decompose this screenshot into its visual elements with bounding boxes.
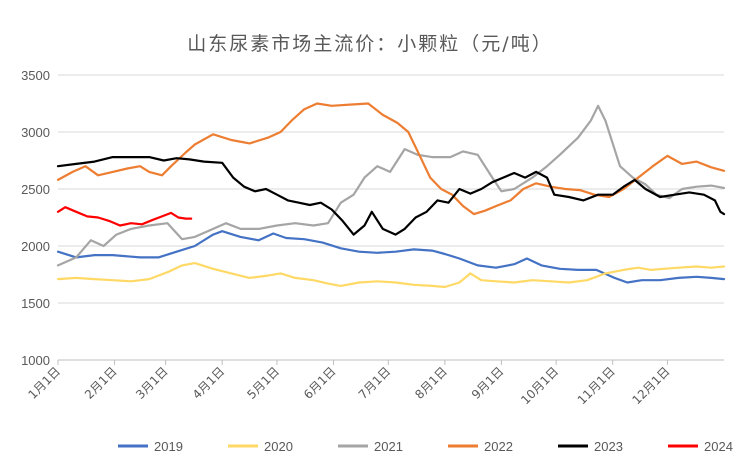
series-lines (56, 102, 726, 289)
y-tick-label: 1500 (21, 296, 50, 311)
legend-label-2022: 2022 (484, 439, 513, 454)
series-line-2022 (56, 102, 726, 216)
x-axis: 1月1日 2月1日 3月1日 4月1日 5月1日 6月1日 7月1日 8月1日 9月1日 10月1… (25, 360, 673, 407)
x-tick-label: 3月1日 (133, 364, 171, 402)
x-tick-label: 5月1日 (244, 364, 282, 402)
x-tick-label: 11月1日 (575, 364, 618, 407)
x-tick-label: 2月1日 (82, 364, 120, 402)
x-tick-label: 8月1日 (412, 364, 450, 402)
legend-label-2024: 2024 (704, 439, 733, 454)
y-tick-label: 2500 (21, 182, 50, 197)
x-tick-label: 4月1日 (190, 364, 228, 402)
x-tick-label: 6月1日 (301, 364, 339, 402)
series-line-2024 (56, 206, 193, 227)
x-tick-label: 9月1日 (469, 364, 507, 402)
legend-label-2021: 2021 (374, 439, 403, 454)
chart-title: 山东尿素市场主流价：小颗粒（元/吨） (187, 33, 552, 55)
legend-label-2019: 2019 (154, 439, 183, 454)
x-tick-label: 1月1日 (25, 364, 63, 402)
x-tick-label: 10月1日 (518, 364, 561, 407)
x-tick-label: 12月1日 (629, 364, 672, 407)
series-line-2019 (56, 230, 726, 284)
y-axis: 1000 1500 2000 2500 3000 3500 (21, 68, 50, 368)
series-line-2023 (56, 156, 726, 236)
y-tick-label: 3500 (21, 68, 50, 83)
legend-label-2020: 2020 (264, 439, 293, 454)
series-line-2021 (56, 104, 726, 267)
series-line-2020 (56, 262, 726, 289)
y-tick-label: 1000 (21, 353, 50, 368)
legend-label-2023: 2023 (594, 439, 623, 454)
y-tick-label: 2000 (21, 239, 50, 254)
legend: 2019 2020 2021 2022 2023 2024 (118, 439, 733, 454)
y-tick-label: 3000 (21, 125, 50, 140)
grid (58, 74, 724, 361)
x-tick-label: 7月1日 (356, 364, 394, 402)
